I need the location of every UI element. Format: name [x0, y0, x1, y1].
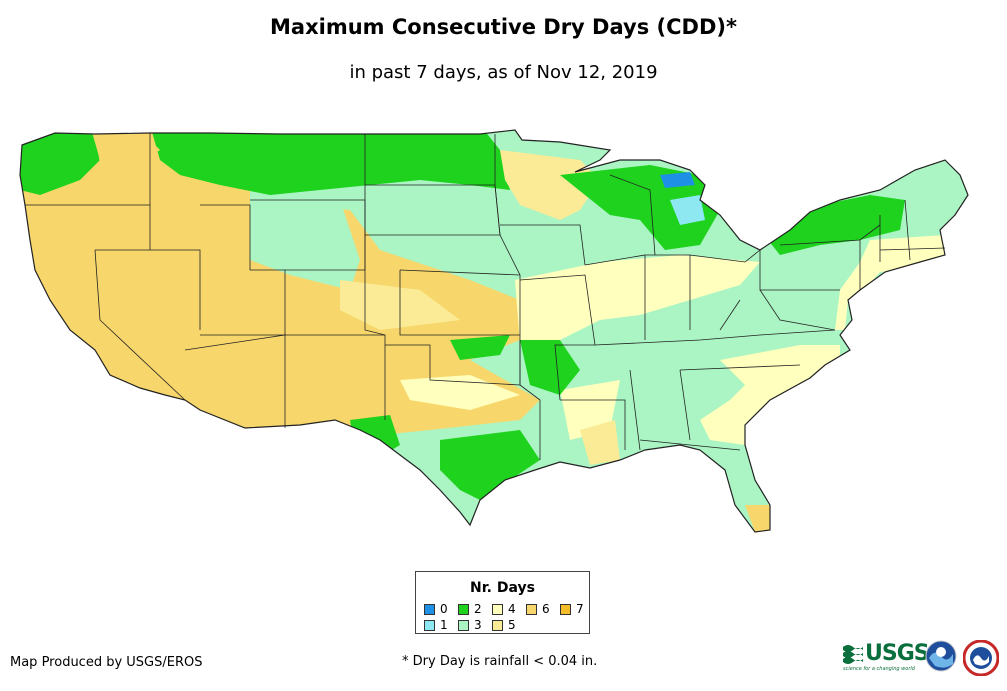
- usgs-tagline: science for a changing world: [843, 666, 915, 672]
- legend: Nr. Days 0 1 2 3 4 5 6 7: [415, 571, 590, 634]
- usgs-logo: USGS: [843, 641, 930, 666]
- legend-swatch: [458, 619, 469, 631]
- cdd-region-6-west: [20, 130, 540, 440]
- legend-swatch: [424, 603, 435, 615]
- map-title: Maximum Consecutive Dry Days (CDD)*: [270, 15, 737, 39]
- cdd-region-4-carolinas: [700, 345, 840, 445]
- legend-item-4: 4: [492, 602, 516, 616]
- cdd-region-2-east-texas: [440, 430, 540, 500]
- legend-swatch: [560, 603, 571, 615]
- usgs-wave-icon: [843, 645, 863, 664]
- state-line: [594, 329, 836, 346]
- map-subtitle: in past 7 days, as of Nov 12, 2019: [349, 62, 658, 83]
- cdd-region-6-florida: [745, 505, 770, 532]
- state-line: [779, 199, 946, 290]
- cdd-region-2-northern-plains: [150, 130, 510, 195]
- cdd-region-3-maine: [905, 155, 968, 215]
- state-line: [500, 224, 586, 266]
- legend-swatch: [492, 619, 503, 631]
- cdd-region-1-michigan: [670, 195, 705, 225]
- legend-item-0: 0: [424, 602, 448, 616]
- legend-item-1: 1: [424, 618, 448, 632]
- state-borders: [25, 133, 946, 460]
- cdd-region-3-wyoming: [250, 200, 360, 290]
- legend-item-5: 5: [492, 618, 516, 632]
- state-line: [399, 269, 521, 276]
- usgs-wordmark: USGS: [865, 641, 930, 666]
- state-line: [719, 289, 836, 331]
- cdd-region-0-superior: [660, 172, 695, 188]
- state-line: [95, 249, 201, 330]
- legend-swatch: [526, 603, 537, 615]
- cdd-region-4-texas-panhandle: [400, 375, 520, 410]
- cdd-region-6-idaho: [95, 130, 160, 170]
- legend-item-3: 3: [458, 618, 482, 632]
- state-line: [639, 439, 741, 451]
- legend-label: 4: [508, 602, 516, 616]
- state-line: [200, 204, 286, 336]
- state-line: [94, 249, 186, 401]
- legend-swatch: [458, 603, 469, 615]
- state-line: [494, 184, 541, 460]
- us-outline: [19, 129, 969, 533]
- state-line: [399, 270, 520, 336]
- legend-label: 7: [576, 602, 584, 616]
- state-line: [364, 134, 386, 336]
- legend-swatch: [424, 619, 435, 631]
- state-line: [609, 174, 656, 256]
- legend-title: Nr. Days: [470, 580, 535, 596]
- cdd-region-5-minnesota: [500, 150, 600, 220]
- cdd-region-2-kansas: [450, 335, 510, 360]
- legend-item-6: 6: [526, 602, 550, 616]
- noaa-logo-icon: [925, 640, 957, 672]
- cdd-region-2-northeast: [760, 195, 905, 255]
- legend-label: 2: [474, 602, 482, 616]
- state-line: [560, 399, 626, 450]
- cdd-region-5-louisiana: [580, 420, 620, 465]
- cdd-region-4-coast: [835, 235, 945, 330]
- legend-label: 5: [508, 618, 516, 632]
- footnote: * Dry Day is rainfall < 0.04 in.: [402, 654, 598, 669]
- legend-item-2: 2: [458, 602, 482, 616]
- nws-logo-icon: [963, 640, 999, 676]
- cdd-region-4-midwest: [515, 255, 760, 345]
- cdd-region-2-ozarks: [520, 340, 580, 395]
- legend-label: 6: [542, 602, 550, 616]
- legend-label: 1: [440, 618, 448, 632]
- map-credit: Map Produced by USGS/EROS: [10, 655, 203, 670]
- legend-label: 0: [440, 602, 448, 616]
- legend-label: 3: [474, 618, 482, 632]
- state-line: [629, 364, 801, 451]
- legend-item-7: 7: [560, 602, 584, 616]
- legend-swatch: [492, 603, 503, 615]
